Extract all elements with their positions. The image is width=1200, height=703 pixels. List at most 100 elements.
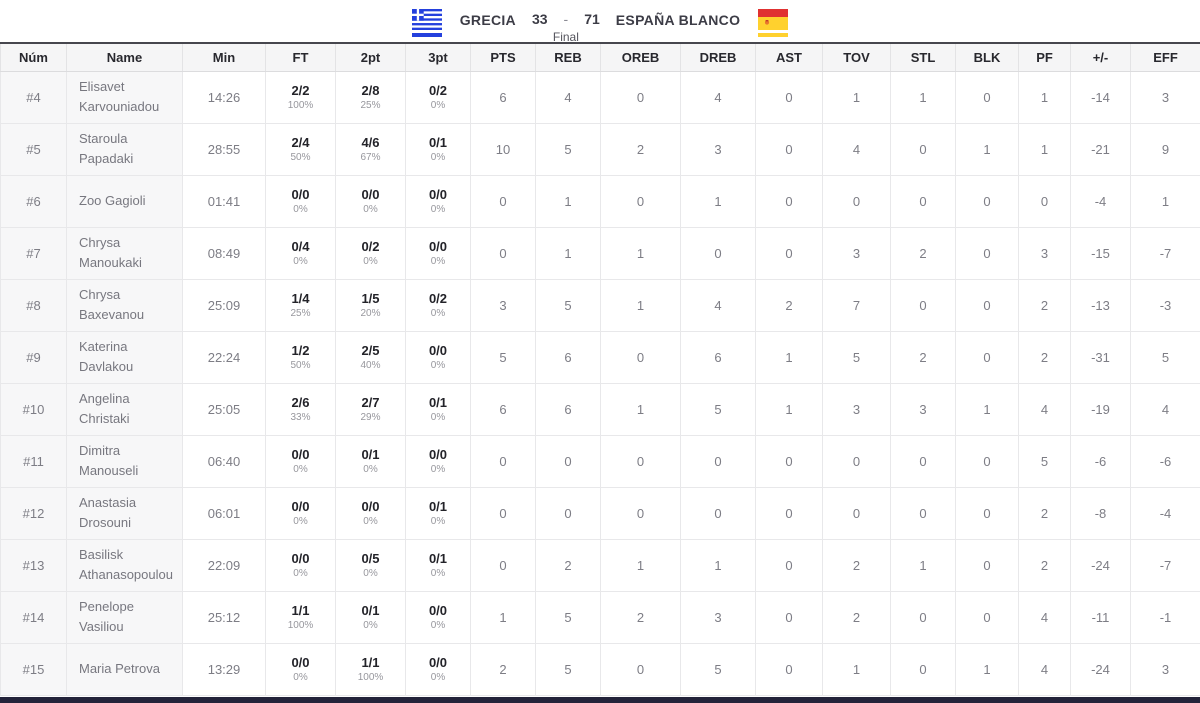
ast-cell: 0: [756, 227, 823, 279]
column-header: Name: [67, 43, 183, 71]
ast-cell: 0: [756, 175, 823, 227]
2pt-made-attempted: 0/1: [336, 603, 405, 618]
player-name: Basilisk Athanasopoulou: [67, 539, 183, 591]
3pt-made-attempted: 0/1: [406, 499, 470, 514]
dreb-cell: 4: [681, 279, 756, 331]
2pt-made-attempted: 0/1: [336, 447, 405, 462]
player-number: #10: [1, 383, 67, 435]
ft-cell: 0/0 0%: [266, 539, 336, 591]
3pt-cell: 0/1 0%: [406, 487, 471, 539]
3pt-cell: 0/1 0%: [406, 123, 471, 175]
2pt-percentage: 0%: [336, 256, 405, 267]
plus-minus-cell: -14: [1071, 71, 1131, 123]
ft-made-attempted: 0/0: [266, 447, 335, 462]
dreb-cell: 0: [681, 487, 756, 539]
oreb-cell: 2: [601, 591, 681, 643]
3pt-cell: 0/1 0%: [406, 539, 471, 591]
score-block: 33 - 71 Final: [532, 7, 600, 44]
column-header: REB: [536, 43, 601, 71]
plus-minus-cell: -24: [1071, 539, 1131, 591]
tov-cell: 2: [823, 591, 891, 643]
pts-cell: 5: [471, 331, 536, 383]
player-number: #15: [1, 643, 67, 695]
tov-cell: 7: [823, 279, 891, 331]
2pt-percentage: 0%: [336, 516, 405, 527]
scoreboard: GRECIA 33 - 71 Final ESPAÑA BLANCO: [0, 0, 1200, 42]
plus-minus-cell: -8: [1071, 487, 1131, 539]
tov-cell: 0: [823, 175, 891, 227]
minutes-cell: 06:01: [183, 487, 266, 539]
pts-cell: 0: [471, 435, 536, 487]
pts-cell: 2: [471, 643, 536, 695]
dreb-cell: 5: [681, 383, 756, 435]
2pt-percentage: 0%: [336, 620, 405, 631]
3pt-made-attempted: 0/0: [406, 447, 470, 462]
ft-cell: 1/2 50%: [266, 331, 336, 383]
plus-minus-cell: -31: [1071, 331, 1131, 383]
stl-cell: 2: [891, 331, 956, 383]
player-name: Angelina Christaki: [67, 383, 183, 435]
pf-cell: 2: [1019, 487, 1071, 539]
blk-cell: 0: [956, 175, 1019, 227]
player-row: #4 Elisavet Karvouniadou 14:26 2/2 100% …: [1, 71, 1200, 123]
minutes-cell: 22:24: [183, 331, 266, 383]
column-header: 3pt: [406, 43, 471, 71]
stl-cell: 0: [891, 123, 956, 175]
column-header: OREB: [601, 43, 681, 71]
pf-cell: 4: [1019, 383, 1071, 435]
ast-cell: 0: [756, 591, 823, 643]
pts-cell: 0: [471, 539, 536, 591]
player-name: Dimitra Manouseli: [67, 435, 183, 487]
pf-cell: 5: [1019, 435, 1071, 487]
player-number: #8: [1, 279, 67, 331]
table-body: #4 Elisavet Karvouniadou 14:26 2/2 100% …: [1, 71, 1200, 695]
greece-flag-icon: [410, 8, 444, 38]
2pt-made-attempted: 2/8: [336, 83, 405, 98]
ast-cell: 0: [756, 71, 823, 123]
ft-percentage: 0%: [266, 672, 335, 683]
ft-cell: 0/0 0%: [266, 643, 336, 695]
column-header: BLK: [956, 43, 1019, 71]
dreb-cell: 1: [681, 539, 756, 591]
ft-made-attempted: 0/0: [266, 551, 335, 566]
blk-cell: 0: [956, 331, 1019, 383]
2pt-made-attempted: 0/2: [336, 239, 405, 254]
pf-cell: 1: [1019, 71, 1071, 123]
2pt-cell: 1/1 100%: [336, 643, 406, 695]
3pt-cell: 0/1 0%: [406, 383, 471, 435]
stl-cell: 2: [891, 227, 956, 279]
3pt-cell: 0/0 0%: [406, 643, 471, 695]
pts-cell: 1: [471, 591, 536, 643]
ft-made-attempted: 0/4: [266, 239, 335, 254]
reb-cell: 6: [536, 383, 601, 435]
reb-cell: 1: [536, 227, 601, 279]
blk-cell: 0: [956, 279, 1019, 331]
stl-cell: 3: [891, 383, 956, 435]
stl-cell: 0: [891, 643, 956, 695]
2pt-cell: 0/1 0%: [336, 435, 406, 487]
3pt-cell: 0/0 0%: [406, 175, 471, 227]
2pt-cell: 1/5 20%: [336, 279, 406, 331]
ast-cell: 0: [756, 123, 823, 175]
dreb-cell: 3: [681, 591, 756, 643]
pf-cell: 0: [1019, 175, 1071, 227]
player-row: #13 Basilisk Athanasopoulou 22:09 0/0 0%…: [1, 539, 1200, 591]
pts-cell: 3: [471, 279, 536, 331]
3pt-percentage: 0%: [406, 412, 470, 423]
3pt-cell: 0/0 0%: [406, 591, 471, 643]
player-number: #7: [1, 227, 67, 279]
eff-cell: -1: [1131, 591, 1200, 643]
column-header: STL: [891, 43, 956, 71]
ft-percentage: 0%: [266, 464, 335, 475]
2pt-made-attempted: 4/6: [336, 135, 405, 150]
3pt-cell: 0/0 0%: [406, 331, 471, 383]
pf-cell: 3: [1019, 227, 1071, 279]
ast-cell: 2: [756, 279, 823, 331]
2pt-cell: 2/5 40%: [336, 331, 406, 383]
stl-cell: 1: [891, 539, 956, 591]
minutes-cell: 25:05: [183, 383, 266, 435]
ft-percentage: 50%: [266, 360, 335, 371]
ft-made-attempted: 1/1: [266, 603, 335, 618]
column-header: 2pt: [336, 43, 406, 71]
